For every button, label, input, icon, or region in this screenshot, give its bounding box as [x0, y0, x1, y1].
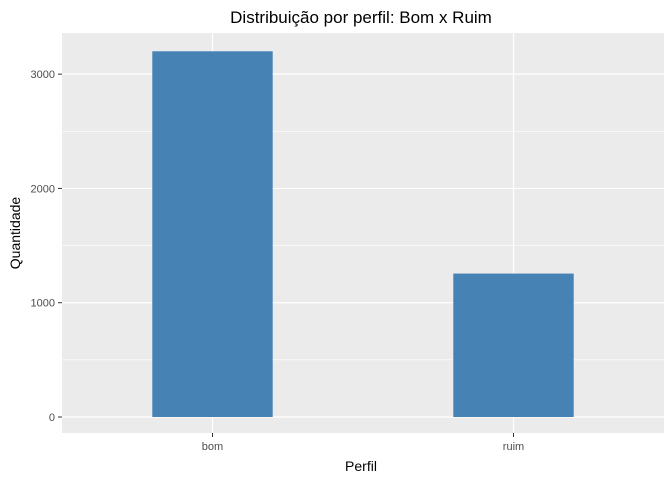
y-tick-label: 1000	[31, 298, 55, 310]
y-tick-label: 0	[49, 412, 55, 424]
x-tick-label: ruim	[503, 441, 524, 453]
y-axis-ticks: 0 1000 2000 3000	[31, 69, 62, 424]
y-tick-label: 3000	[31, 69, 55, 81]
x-axis-title: Perfil	[345, 458, 377, 474]
bars	[152, 51, 574, 418]
bar-ruim	[453, 273, 574, 417]
x-tick-label: bom	[202, 441, 223, 453]
x-axis-ticks: bom ruim	[202, 433, 524, 453]
bar-bom	[152, 51, 273, 418]
y-axis-title: Quantidade	[7, 197, 23, 270]
chart-title: Distribuição por perfil: Bom x Ruim	[230, 8, 492, 27]
y-tick-label: 2000	[31, 183, 55, 195]
